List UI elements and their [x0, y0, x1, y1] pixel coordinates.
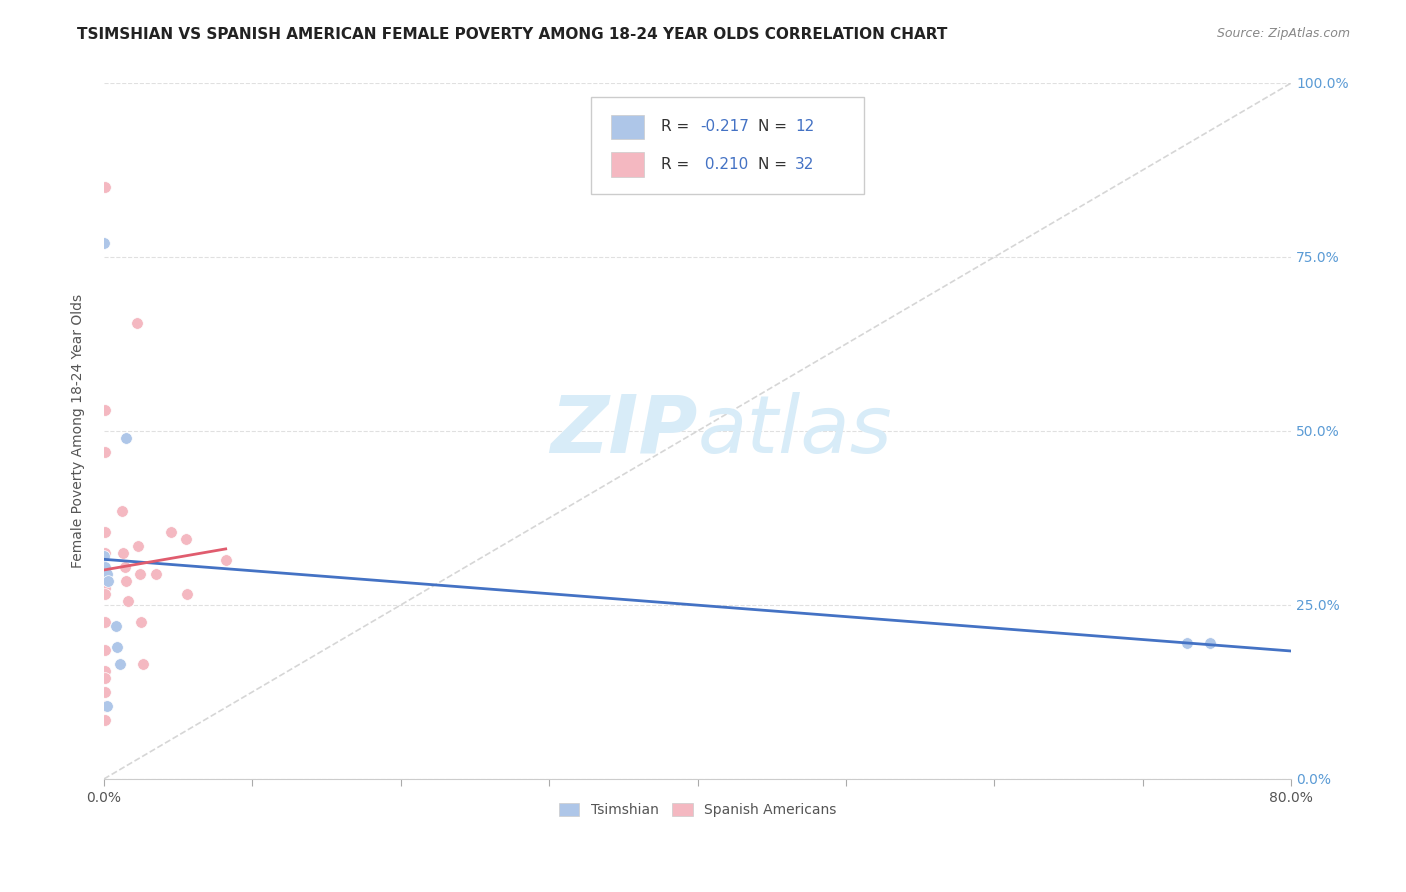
Point	[115, 574, 138, 588]
Point	[112, 546, 135, 560]
Point	[1198, 636, 1220, 650]
Point	[145, 566, 167, 581]
Text: -0.217: -0.217	[700, 120, 749, 135]
Point	[93, 235, 115, 250]
Point	[94, 574, 117, 588]
Text: atlas: atlas	[697, 392, 893, 470]
Point	[94, 180, 117, 194]
Text: ZIP: ZIP	[550, 392, 697, 470]
Point	[96, 566, 118, 581]
Point	[94, 643, 117, 657]
Point	[131, 657, 153, 671]
Legend: Tsimshian, Spanish Americans: Tsimshian, Spanish Americans	[551, 797, 844, 824]
Point	[94, 445, 117, 459]
Point	[94, 713, 117, 727]
Point	[215, 552, 238, 566]
Point	[104, 619, 127, 633]
FancyBboxPatch shape	[591, 97, 863, 194]
Point	[1177, 636, 1199, 650]
Text: R =: R =	[661, 120, 695, 135]
Point	[128, 566, 150, 581]
Text: 12: 12	[794, 120, 814, 135]
Point	[94, 524, 117, 539]
Point	[94, 664, 117, 678]
Point	[94, 587, 117, 601]
Point	[110, 657, 132, 671]
Point	[176, 587, 198, 601]
Point	[97, 574, 120, 588]
Text: R =: R =	[661, 157, 695, 172]
Point	[111, 504, 134, 518]
Point	[94, 546, 117, 560]
Point	[94, 559, 117, 574]
Point	[114, 559, 136, 574]
FancyBboxPatch shape	[612, 114, 644, 139]
Point	[94, 671, 117, 685]
Point	[174, 532, 197, 546]
Text: Source: ZipAtlas.com: Source: ZipAtlas.com	[1216, 27, 1350, 40]
Point	[125, 316, 148, 330]
Y-axis label: Female Poverty Among 18-24 Year Olds: Female Poverty Among 18-24 Year Olds	[72, 293, 86, 568]
Point	[159, 524, 181, 539]
Point	[117, 594, 139, 608]
Point	[105, 640, 128, 654]
Text: TSIMSHIAN VS SPANISH AMERICAN FEMALE POVERTY AMONG 18-24 YEAR OLDS CORRELATION C: TSIMSHIAN VS SPANISH AMERICAN FEMALE POV…	[77, 27, 948, 42]
Point	[94, 566, 117, 581]
Point	[93, 549, 115, 564]
Point	[127, 539, 149, 553]
FancyBboxPatch shape	[612, 153, 644, 177]
Point	[94, 403, 117, 417]
Text: N =: N =	[758, 157, 792, 172]
Point	[94, 615, 117, 630]
Point	[96, 698, 118, 713]
Text: 0.210: 0.210	[700, 157, 748, 172]
Point	[115, 431, 138, 445]
Text: N =: N =	[758, 120, 792, 135]
Point	[94, 698, 117, 713]
Point	[94, 581, 117, 595]
Point	[94, 685, 117, 699]
Text: 32: 32	[794, 157, 814, 172]
Point	[94, 559, 117, 574]
Point	[129, 615, 152, 630]
